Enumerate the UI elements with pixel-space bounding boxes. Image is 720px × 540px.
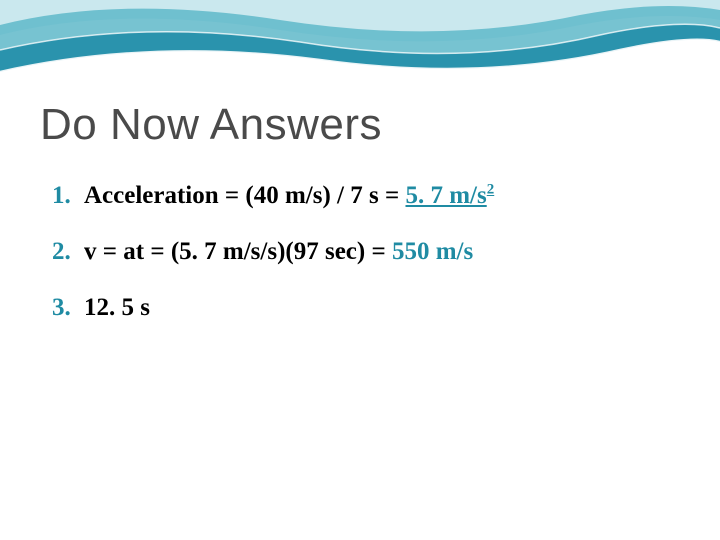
answer-item-2: 2.v = at = (5. 7 m/s/s)(97 sec) = 550 m/… (52, 238, 680, 266)
answer-number: 3. (52, 294, 84, 322)
answer-number: 2. (52, 238, 84, 266)
answer-item-1: 1.Acceleration = (40 m/s) / 7 s = 5. 7 m… (52, 182, 680, 210)
answer-item-3: 3.12. 5 s (52, 294, 680, 322)
answer-number: 1. (52, 182, 84, 210)
answer-list: 1.Acceleration = (40 m/s) / 7 s = 5. 7 m… (40, 182, 680, 322)
answer-text: v = at = (5. 7 m/s/s)(97 sec) = 550 m/s (84, 238, 473, 266)
answer-text: 12. 5 s (84, 294, 150, 322)
slide-content: Do Now Answers 1.Acceleration = (40 m/s)… (0, 0, 720, 322)
answer-text: Acceleration = (40 m/s) / 7 s = 5. 7 m/s… (84, 182, 494, 210)
slide-title: Do Now Answers (40, 100, 680, 150)
